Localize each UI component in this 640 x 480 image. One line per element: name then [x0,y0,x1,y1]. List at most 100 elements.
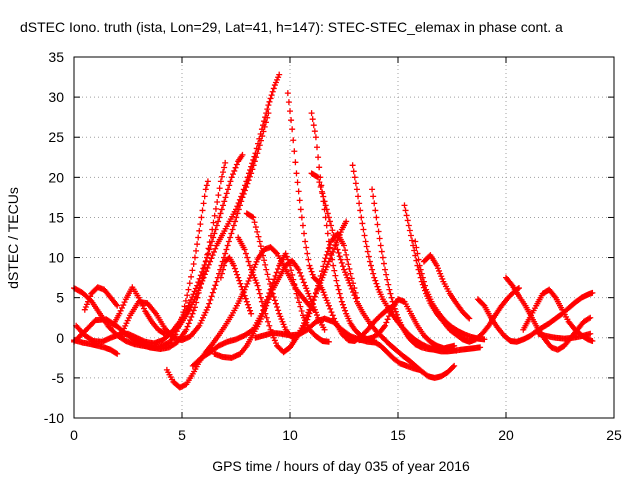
data-point [271,297,278,304]
data-point [508,281,515,288]
data-point [322,266,329,273]
data-point [246,173,253,180]
data-point [236,277,243,284]
data-point [218,270,225,277]
data-point [336,290,343,297]
data-point [113,301,120,308]
data-point [276,310,283,317]
data-point [234,210,241,217]
data-point [371,274,378,281]
data-point [330,232,337,239]
data-point [244,280,251,287]
data-point [321,198,328,205]
data-point [235,274,242,281]
data-point [238,198,245,205]
data-point [351,174,358,181]
data-point [233,161,240,168]
data-point [203,254,210,261]
data-point [409,237,416,244]
data-point [333,241,340,248]
data-point [230,262,237,269]
data-point [282,250,289,257]
data-point [245,277,252,284]
data-point [363,243,370,250]
data-point [329,256,336,263]
data-point [339,301,346,308]
data-point [198,214,205,221]
data-point [222,250,229,257]
x-tick-label: 0 [70,427,78,443]
data-point [185,286,192,293]
data-point [587,314,594,321]
data-point [206,246,213,253]
data-point [352,180,359,187]
data-point [339,263,346,270]
data-point [268,285,275,292]
x-tick-label: 25 [606,427,622,443]
data-point [337,256,344,263]
data-point [325,214,332,221]
data-point [83,301,90,308]
data-point [304,287,311,294]
data-point [256,290,263,297]
data-point [118,304,125,311]
data-point [217,274,224,281]
data-point [233,214,240,221]
data-point [361,232,368,239]
data-series [308,170,458,381]
data-point [208,238,215,245]
data-point [212,245,219,252]
data-point [324,248,331,255]
data-point [356,200,363,207]
data-point [223,190,230,197]
data-point [216,185,223,192]
data-point [194,290,201,297]
data-point [213,222,220,229]
data-point [434,265,441,272]
data-point [303,244,310,251]
data-point [368,262,374,269]
data-series [163,244,317,391]
data-point [276,71,283,78]
data-point [291,148,298,155]
data-point [283,253,290,260]
data-point [251,264,258,271]
data-series [356,296,460,354]
data-point [280,321,287,328]
data-point [295,266,302,273]
data-point [263,266,270,273]
data-point [321,258,328,265]
data-point [232,164,239,171]
data-point [257,137,264,144]
data-point [264,271,271,278]
data-point [302,238,309,245]
data-point [223,246,230,253]
data-point [350,289,357,296]
data-point [227,234,234,241]
data-point [420,278,427,285]
data-point [257,294,264,301]
data-point [215,218,222,225]
data-point [377,242,384,249]
data-point [274,304,281,311]
data-point [307,307,314,314]
data-point [252,224,259,231]
data-point [212,205,219,212]
data-point [187,317,194,324]
chart-title: dSTEC Iono. truth (ista, Lon=29, Lat=41,… [20,19,563,35]
data-point [373,280,380,287]
data-point [298,273,305,280]
data-point [316,179,323,186]
data-point [250,214,257,221]
data-point [82,304,89,311]
data-point [352,295,359,302]
data-point [188,301,195,308]
data-point [364,248,371,255]
data-point [240,289,247,296]
data-point [267,95,274,102]
data-point [403,212,410,219]
data-point [222,194,229,201]
data-point [196,227,203,234]
data-point [194,241,201,248]
data-point [304,250,311,257]
